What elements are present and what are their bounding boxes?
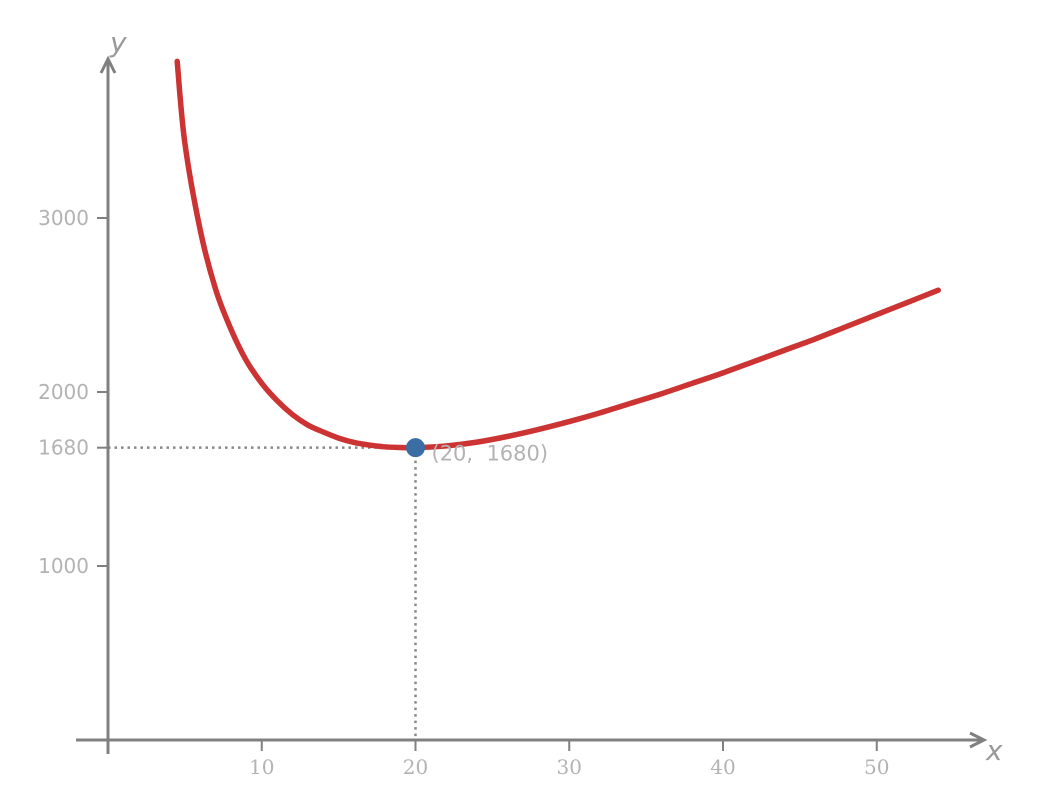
series-line [174,58,941,451]
y-axis-arrow [99,55,117,74]
y-ticks: 1000 1680 2000 3000 [38,206,108,578]
x-tick-label: 10 [249,755,274,779]
y-tick-label: 3000 [38,206,89,230]
highlight-point-label: (20, 1680) [432,442,549,466]
x-axis-arrow [969,731,988,749]
highlight-point [406,438,425,458]
x-axis-title: x [985,734,1003,767]
y-tick-label: 1680 [38,436,89,460]
y-tick-label: 1000 [38,554,89,578]
x-tick-label: 50 [864,755,889,779]
y-axis-title: y [109,26,127,59]
x-ticks: 10 20 30 40 50 [106,740,889,779]
y-tick-label: 2000 [38,380,89,404]
x-tick-label: 40 [710,755,735,779]
x-tick-label: 30 [557,755,582,779]
x-tick-label: 20 [403,755,428,779]
